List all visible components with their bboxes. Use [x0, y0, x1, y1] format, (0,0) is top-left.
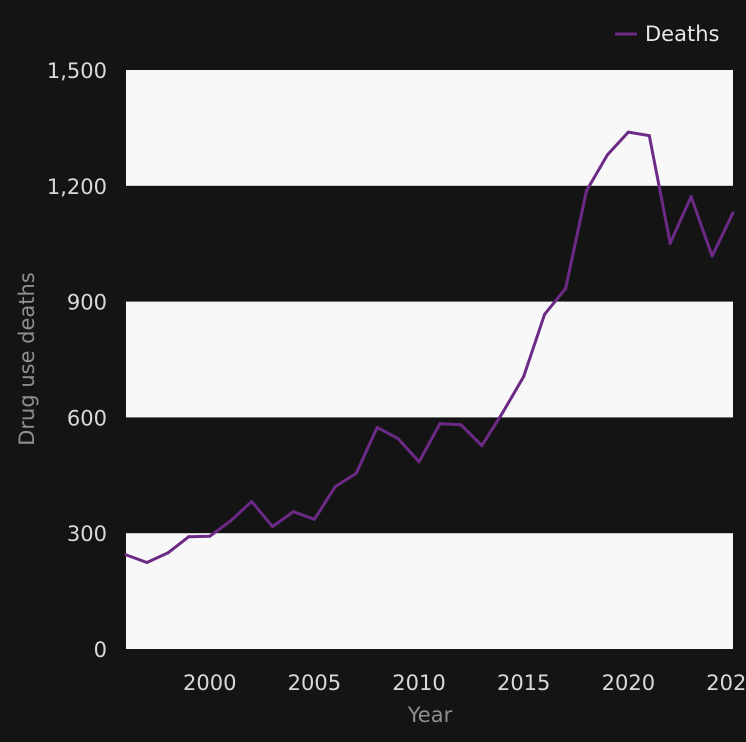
- legend-label-deaths: Deaths: [645, 22, 719, 46]
- data-point: [271, 525, 275, 529]
- data-point: [187, 535, 191, 539]
- data-point: [543, 312, 547, 316]
- data-point: [584, 189, 588, 193]
- data-point: [668, 241, 672, 245]
- y-axis-title: Drug use deaths: [15, 272, 39, 446]
- data-point: [459, 423, 463, 427]
- data-point: [522, 374, 526, 378]
- data-point: [605, 153, 609, 157]
- data-point: [710, 254, 714, 258]
- x-tick-label: 2005: [288, 671, 341, 695]
- x-tick-label: 2020: [602, 671, 655, 695]
- data-point: [208, 534, 212, 538]
- data-point: [396, 437, 400, 441]
- data-point: [354, 471, 358, 475]
- grid-bands: [126, 70, 733, 649]
- data-point: [689, 195, 693, 199]
- data-point: [647, 134, 651, 138]
- data-point: [731, 211, 735, 215]
- data-point: [480, 444, 484, 448]
- y-tick-label: 1,200: [47, 175, 107, 199]
- data-point: [291, 510, 295, 514]
- x-axis-ticks: 2000 2005 2010 2015 2020 2025: [183, 671, 746, 695]
- data-point: [501, 410, 505, 414]
- y-tick-label: 900: [67, 291, 107, 315]
- data-point: [438, 422, 442, 426]
- y-tick-label: 600: [67, 406, 107, 430]
- data-point: [564, 286, 568, 290]
- data-point: [626, 130, 630, 134]
- grid-band: [126, 301, 733, 418]
- data-point: [312, 517, 316, 521]
- data-point: [145, 561, 149, 565]
- grid-band: [126, 70, 733, 186]
- series-line-deaths: [125, 130, 735, 564]
- x-tick-label: 2025: [706, 671, 746, 695]
- data-point: [375, 425, 379, 429]
- y-tick-label: 0: [94, 638, 107, 662]
- data-point: [333, 484, 337, 488]
- x-axis-title: Year: [407, 703, 453, 727]
- x-tick-label: 2010: [392, 671, 445, 695]
- y-tick-label: 300: [67, 522, 107, 546]
- y-axis-ticks: 0 300 600 900 1,200 1,500: [47, 59, 107, 662]
- x-tick-label: 2015: [497, 671, 550, 695]
- data-point: [124, 553, 128, 557]
- grid-band: [126, 533, 733, 649]
- plot-lines: [124, 130, 735, 565]
- legend: Deaths: [615, 22, 719, 46]
- data-point: [166, 551, 170, 555]
- data-point: [250, 500, 254, 504]
- y-tick-label: 1,500: [47, 59, 107, 83]
- data-point: [417, 460, 421, 464]
- x-tick-label: 2000: [183, 671, 236, 695]
- data-point: [229, 519, 233, 523]
